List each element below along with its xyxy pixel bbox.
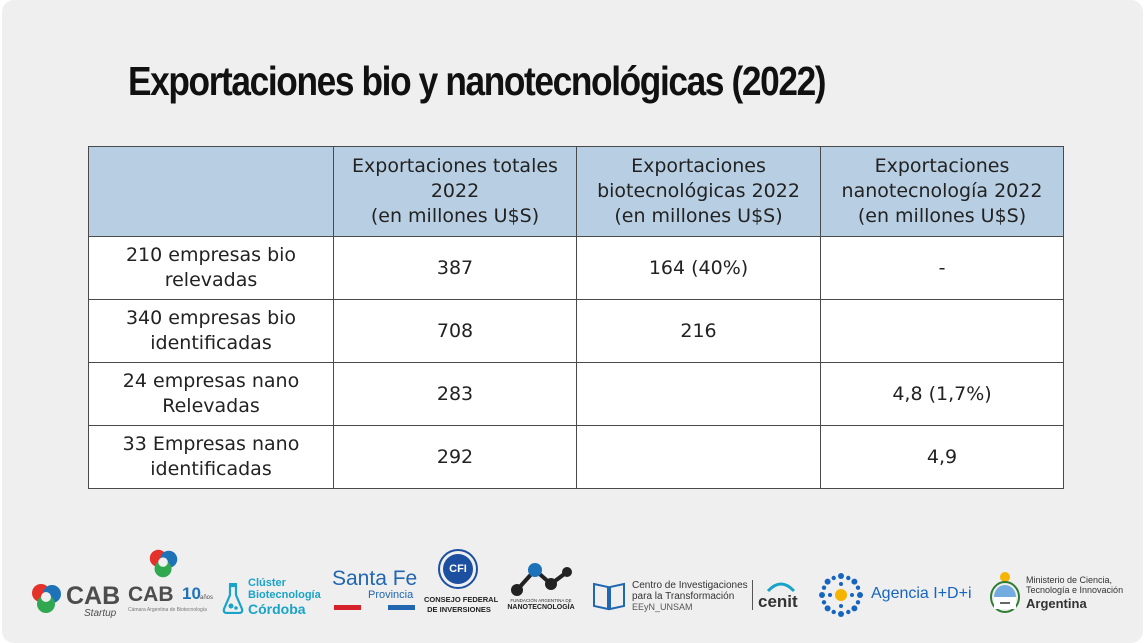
santa-fe-province: Provincia bbox=[368, 589, 414, 601]
bio-cell: 164 (40%) bbox=[576, 236, 821, 300]
ceit-line1: Centro de Investigaciones bbox=[632, 580, 748, 591]
header-line: Exportaciones bbox=[631, 155, 766, 177]
total-cell: 283 bbox=[333, 362, 577, 426]
flask-icon bbox=[222, 583, 244, 614]
total-cell: 387 bbox=[333, 236, 577, 300]
table-row: 340 empresas bio identificadas 708 216 bbox=[88, 299, 1064, 363]
table-row: 33 Empresas nano identificadas 292 4,9 bbox=[88, 425, 1064, 489]
cab-10-name: CAB bbox=[128, 583, 174, 606]
bio-cell: 216 bbox=[576, 299, 821, 363]
row-label-line: 24 empresas nano bbox=[122, 370, 300, 392]
cenit-name: cenit bbox=[758, 592, 798, 611]
cenit-arc-icon bbox=[766, 582, 796, 592]
ceit-logo: Centro de Investigaciones para la Transf… bbox=[592, 580, 752, 614]
ministerio-line1: Ministerio de Ciencia, bbox=[1026, 575, 1113, 585]
molecule-icon bbox=[511, 563, 572, 596]
ministerio-line2: Tecnología e Innovación bbox=[1026, 585, 1124, 595]
header-line: nanotecnología 2022 bbox=[841, 180, 1043, 202]
cfi-logo: CFI CONSEJO FEDERAL DE INVERSIONES bbox=[424, 549, 499, 623]
row-label: 24 empresas nano Relevadas bbox=[88, 362, 334, 426]
sponsor-logos: CAB Startup CAB 10 años Cámara Argentina… bbox=[2, 540, 1143, 640]
ministerio-line3: Argentina bbox=[1026, 596, 1087, 611]
nano-cell: - bbox=[820, 236, 1064, 300]
agencia-logo: Agencia I+D+i bbox=[818, 572, 978, 618]
header-line: (en millones U$S) bbox=[370, 205, 540, 227]
nano-cell: 4,8 (1,7%) bbox=[820, 362, 1064, 426]
cab-startup-name: CAB bbox=[66, 582, 121, 610]
book-icon bbox=[593, 582, 625, 611]
row-label-line: identificadas bbox=[150, 332, 272, 354]
cab-10-logo: CAB 10 años Cámara Argentina de Biotecno… bbox=[128, 546, 214, 618]
cfi-line1: CONSEJO FEDERAL bbox=[424, 595, 499, 604]
cab-10-years-suffix: años bbox=[200, 595, 214, 601]
header-line: biotecnológicas 2022 bbox=[597, 180, 800, 202]
header-line: (en millones U$S) bbox=[857, 205, 1027, 227]
cenit-divider bbox=[752, 580, 753, 610]
table-row: 210 empresas bio relevadas 387 164 (40%)… bbox=[88, 236, 1064, 300]
cfi-line2: DE INVERSIONES bbox=[427, 605, 491, 614]
row-label-line: 33 Empresas nano bbox=[122, 433, 300, 455]
cab-startup-sub: Startup bbox=[84, 608, 117, 619]
header-line: (en millones U$S) bbox=[614, 205, 783, 227]
cab-10-icon bbox=[149, 549, 178, 578]
cenit-logo: cenit bbox=[752, 580, 808, 614]
row-label: 33 Empresas nano identificadas bbox=[88, 425, 334, 489]
row-label-line: identificadas bbox=[150, 458, 272, 480]
cfi-mark: CFI bbox=[449, 563, 467, 575]
ceit-line2: para la Transformación bbox=[632, 591, 735, 602]
nano-cell: 4,9 bbox=[820, 425, 1064, 489]
row-label-line: relevadas bbox=[164, 269, 258, 291]
row-label-line: Relevadas bbox=[162, 395, 260, 417]
santa-fe-name: Santa Fe bbox=[332, 567, 418, 590]
santa-fe-blue-bar bbox=[388, 605, 415, 610]
coat-of-arms-icon bbox=[990, 572, 1020, 613]
fan-logo: FUNDACIÓN ARGENTINA DE NANOTECNOLOGÍA bbox=[502, 560, 580, 616]
slide-title: Exportaciones bio y nanotecnológicas (20… bbox=[128, 58, 827, 104]
table-row: 24 empresas nano Relevadas 283 4,8 (1,7%… bbox=[88, 362, 1064, 426]
fan-line1: FUNDACIÓN ARGENTINA DE bbox=[510, 598, 572, 603]
exports-table: Exportaciones totales 2022 (en millones … bbox=[88, 146, 1064, 489]
header-line: 2022 bbox=[430, 180, 480, 202]
total-cell: 708 bbox=[333, 299, 577, 363]
cab-startup-icon bbox=[32, 584, 61, 613]
cab-10-years: 10 bbox=[182, 584, 201, 603]
fan-line2: NANOTECNOLOGÍA bbox=[507, 604, 575, 611]
sun-dots-icon bbox=[819, 573, 863, 617]
cfi-inner-circle: CFI bbox=[443, 554, 473, 584]
header-nano-exports: Exportaciones nanotecnología 2022 (en mi… bbox=[820, 146, 1064, 237]
header-total-exports: Exportaciones totales 2022 (en millones … bbox=[333, 146, 577, 237]
agencia-name: Agencia I+D+i bbox=[871, 585, 972, 602]
bio-cell bbox=[576, 362, 821, 426]
header-line: Exportaciones totales bbox=[352, 155, 558, 177]
cluster-line2: Biotecnología bbox=[248, 589, 321, 601]
table-header-row: Exportaciones totales 2022 (en millones … bbox=[88, 146, 1064, 237]
cab-startup-logo: CAB Startup bbox=[28, 578, 128, 622]
santa-fe-logo: Santa Fe Provincia bbox=[332, 567, 420, 613]
cluster-line1: Clúster bbox=[248, 577, 286, 589]
santa-fe-red-bar bbox=[334, 605, 361, 610]
bio-cell bbox=[576, 425, 821, 489]
row-label: 210 empresas bio relevadas bbox=[88, 236, 334, 300]
cfi-badge: CFI bbox=[438, 549, 478, 589]
cluster-logo: Clúster Biotecnología Córdoba bbox=[222, 576, 326, 622]
ministerio-logo: Ministerio de Ciencia, Tecnología e Inno… bbox=[988, 568, 1138, 618]
header-line: Exportaciones bbox=[874, 155, 1010, 177]
row-label: 340 empresas bio identificadas bbox=[88, 299, 334, 363]
total-cell: 292 bbox=[333, 425, 577, 489]
ceit-line3: EEyN_UNSAM bbox=[632, 602, 693, 612]
row-label-line: 340 empresas bio bbox=[125, 307, 297, 329]
row-label-line: 210 empresas bio bbox=[125, 244, 297, 266]
cab-10-sub: Cámara Argentina de Biotecnología bbox=[128, 607, 207, 613]
header-bio-exports: Exportaciones biotecnológicas 2022 (en m… bbox=[576, 146, 821, 237]
cluster-line3: Córdoba bbox=[248, 601, 306, 617]
nano-cell bbox=[820, 299, 1064, 363]
header-empty-cell bbox=[88, 146, 334, 237]
